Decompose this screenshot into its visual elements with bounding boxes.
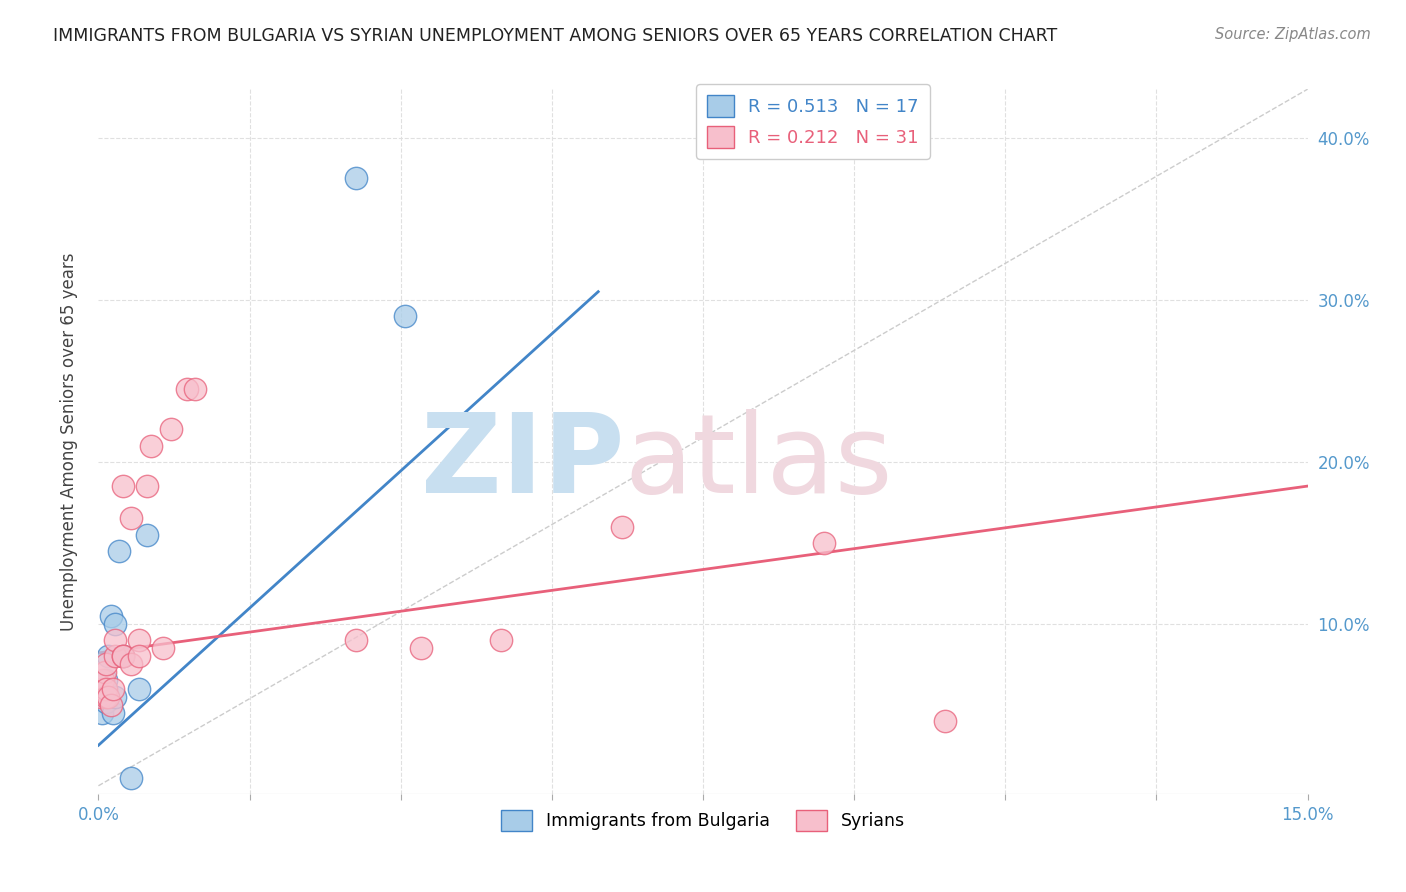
Point [135, 479, 157, 493]
Point [94, 665, 117, 680]
Point [107, 544, 129, 558]
Point [135, 527, 157, 541]
Point [91, 690, 114, 704]
Point [101, 681, 124, 696]
Text: IMMIGRANTS FROM BULGARIA VS SYRIAN UNEMPLOYMENT AMONG SENIORS OVER 65 YEARS CORR: IMMIGRANTS FROM BULGARIA VS SYRIAN UNEMP… [53, 27, 1057, 45]
Point [101, 706, 124, 720]
Point [409, 641, 432, 656]
Point [160, 422, 183, 436]
Text: Source: ZipAtlas.com: Source: ZipAtlas.com [1215, 27, 1371, 42]
Point [96, 694, 118, 708]
Point [344, 171, 367, 186]
Point [111, 649, 134, 664]
Point [176, 382, 198, 396]
Point [612, 519, 634, 533]
Point [100, 608, 122, 623]
Point [100, 698, 122, 712]
Legend: Immigrants from Bulgaria, Syrians: Immigrants from Bulgaria, Syrians [494, 803, 912, 838]
Point [491, 632, 513, 647]
Point [96, 681, 118, 696]
Point [152, 641, 174, 656]
Point [934, 714, 956, 728]
Point [120, 771, 142, 785]
Point [128, 649, 150, 664]
Point [111, 649, 134, 664]
Point [103, 649, 125, 664]
Point [120, 657, 142, 672]
Point [103, 632, 125, 647]
Point [813, 536, 835, 550]
Point [120, 511, 142, 525]
Text: ZIP: ZIP [420, 409, 624, 516]
Point [103, 690, 125, 704]
Text: atlas: atlas [624, 409, 893, 516]
Point [111, 649, 134, 664]
Point [139, 439, 162, 453]
Point [103, 616, 125, 631]
Point [184, 382, 207, 396]
Point [96, 673, 118, 688]
Point [94, 681, 117, 696]
Point [96, 690, 118, 704]
Point [394, 309, 416, 323]
Point [344, 632, 367, 647]
Point [111, 479, 134, 493]
Point [128, 681, 150, 696]
Point [91, 681, 114, 696]
Point [90, 690, 112, 704]
Point [97, 649, 120, 664]
Point [128, 632, 150, 647]
Point [91, 706, 114, 720]
Point [91, 673, 114, 688]
Y-axis label: Unemployment Among Seniors over 65 years: Unemployment Among Seniors over 65 years [59, 252, 77, 631]
Point [96, 657, 118, 672]
Point [97, 690, 120, 704]
